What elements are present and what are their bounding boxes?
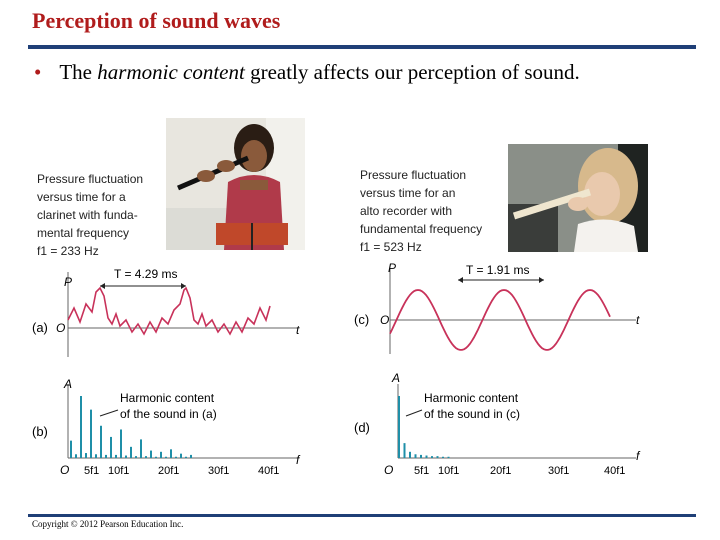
slide-title: Perception of sound waves — [32, 8, 281, 33]
a-axis-label: A — [63, 377, 72, 391]
a-axis-label-d: A — [391, 371, 400, 385]
clarinet-spectrum-bars — [70, 396, 192, 458]
period-label: T = 4.29 ms — [114, 267, 177, 281]
t-axis-label: t — [296, 323, 300, 337]
clarinet-harmonic-bar-16 — [145, 456, 147, 458]
recorder-caption: Pressure fluctuation versus time for an al… — [360, 168, 483, 254]
clarinet-harmonic-bar-20 — [165, 456, 167, 458]
clarinet-harmonic-bar-8 — [105, 454, 107, 458]
recorder-harmonic-bar-2 — [403, 443, 406, 458]
bullet-dot: • — [34, 60, 42, 84]
recorder-spectrum: A O f (d) Harmonic content of the sound … — [354, 371, 641, 477]
bullet-text-em: harmonic content — [97, 60, 245, 84]
bullet-text-post: greatly affects our perception of sound. — [244, 60, 580, 84]
clarinet-harmonic-bar-7 — [100, 425, 102, 458]
period-label-c: T = 1.91 ms — [466, 263, 529, 277]
footer-rule — [28, 514, 696, 517]
clarinet-harmonic-bar-4 — [85, 453, 87, 458]
clarinet-player-photo — [166, 118, 305, 250]
clarinet-caption: Pressure fluctuation versus time for a cla… — [37, 172, 144, 258]
clarinet-harmonic-bar-19 — [160, 451, 162, 458]
origin-label-d: O — [384, 463, 393, 477]
harmonic-label-c-1: Harmonic content — [424, 391, 519, 405]
recorder-harmonic-bar-1 — [398, 396, 400, 458]
origin-label: O — [56, 321, 65, 335]
recorder-wave-path — [389, 289, 611, 351]
clarinet-harmonic-bar-2 — [75, 454, 77, 458]
recorder-harmonic-bar-6 — [425, 455, 428, 458]
clarinet-harmonic-bar-17 — [150, 450, 152, 458]
clarinet-harmonic-bar-6 — [95, 454, 97, 458]
recorder-player-photo — [508, 144, 648, 252]
p-axis-label: P — [64, 275, 72, 289]
harmonic-label-a-2: of the sound in (a) — [120, 407, 217, 421]
panel-c-label: (c) — [354, 312, 369, 327]
tick-10f1: 10f1 — [108, 465, 129, 477]
recorder-harmonic-bar-7 — [431, 456, 433, 458]
panel-b-label: (b) — [32, 424, 48, 439]
clarinet-harmonic-bar-14 — [135, 456, 137, 458]
recorder-spectrum-bars — [398, 396, 450, 458]
recorder-waveform: P O t (c) T = 1.91 ms — [354, 261, 640, 354]
panel-d-label: (d) — [354, 420, 370, 435]
recorder-harmonic-bar-10 — [447, 456, 450, 458]
clarinet-waveform: P O t (a) T = 4.29 ms — [32, 267, 300, 357]
bullet-text-pre: The — [59, 60, 98, 84]
clarinet-harmonic-bar-3 — [80, 396, 82, 458]
clarinet-harmonic-bar-11 — [120, 429, 122, 458]
recorder-harmonic-bar-4 — [414, 454, 417, 458]
clarinet-harmonic-bar-9 — [110, 436, 112, 458]
clarinet-harmonic-bar-13 — [130, 446, 132, 458]
origin-label-b: O — [60, 463, 69, 477]
tick-5f1: 5f1 — [84, 465, 99, 477]
f-axis-label: f — [296, 453, 301, 467]
harmonic-label-c-2: of the sound in (c) — [424, 407, 520, 421]
harmonic-label-a-1: Harmonic content — [120, 391, 215, 405]
tick-30f1: 30f1 — [208, 465, 229, 477]
tick-40f1: 40f1 — [258, 465, 279, 477]
origin-label-c: O — [380, 313, 389, 327]
recorder-harmonic-bar-3 — [409, 451, 411, 458]
t-axis-label-c: t — [636, 313, 640, 327]
clarinet-harmonic-bar-10 — [115, 454, 117, 458]
recorder-harmonic-bar-8 — [436, 456, 439, 458]
clarinet-wave-path — [67, 286, 271, 336]
tick-10f1-d: 10f1 — [438, 465, 459, 477]
title-rule — [28, 45, 696, 49]
recorder-harmonic-bar-5 — [420, 454, 422, 458]
tick-20f1: 20f1 — [158, 465, 179, 477]
tick-40f1-d: 40f1 — [604, 465, 625, 477]
clarinet-harmonic-bar-18 — [155, 456, 157, 458]
clarinet-harmonic-bar-24 — [185, 456, 187, 458]
bullet-point: • The harmonic content greatly affects ou… — [34, 60, 580, 85]
clarinet-harmonic-bar-25 — [190, 454, 192, 458]
f-axis-label-d: f — [636, 449, 641, 463]
clarinet-harmonic-bar-5 — [90, 409, 92, 458]
tick-20f1-d: 20f1 — [490, 465, 511, 477]
clarinet-spectrum: A O f (b) Harmonic content of the sound … — [32, 377, 301, 477]
clarinet-harmonic-bar-12 — [125, 455, 127, 458]
panel-a-label: (a) — [32, 320, 48, 335]
p-axis-label-c: P — [388, 261, 396, 275]
clarinet-harmonic-bar-1 — [70, 440, 72, 458]
clarinet-harmonic-bar-22 — [175, 456, 177, 458]
clarinet-harmonic-bar-21 — [170, 449, 172, 458]
tick-5f1-d: 5f1 — [414, 465, 429, 477]
clarinet-harmonic-bar-23 — [180, 453, 182, 458]
tick-30f1-d: 30f1 — [548, 465, 569, 477]
clarinet-harmonic-bar-15 — [140, 439, 142, 458]
recorder-harmonic-bar-9 — [442, 456, 444, 458]
copyright-text: Copyright © 2012 Pearson Education Inc. — [32, 519, 184, 529]
